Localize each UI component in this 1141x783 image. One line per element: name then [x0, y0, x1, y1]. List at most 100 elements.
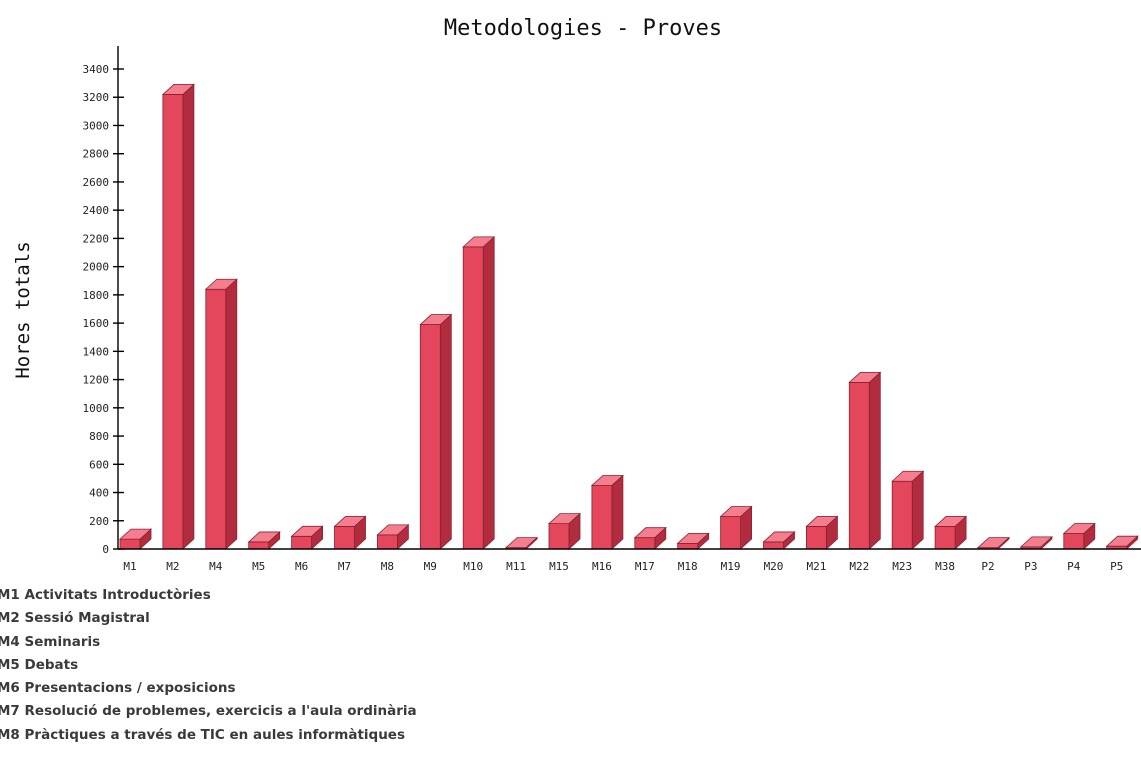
x-tick-label: P2: [981, 560, 994, 573]
y-tick-label: 200: [89, 515, 109, 528]
y-tick-label: 2600: [83, 176, 110, 189]
bar-side-face: [482, 235, 495, 550]
bar-front-face: [806, 526, 827, 550]
bar-m20: [762, 531, 796, 550]
bar-m18: [676, 532, 710, 550]
x-tick-label: M19: [721, 560, 741, 573]
x-axis: M1 M2 M4 M5 M6 M7 M8 M9 M10 M11 M15 M16 M17 M18 M19 M20…: [118, 548, 1141, 573]
bar-top-face: [1019, 536, 1053, 548]
bar-m1: [118, 528, 153, 550]
legend-item: M6 Presentacions / exposicions: [0, 680, 236, 697]
bar-top-face: [376, 524, 410, 536]
bar-front-face: [548, 523, 570, 550]
x-tick-label: M5: [252, 560, 265, 573]
x-tick-label: M4: [209, 560, 223, 573]
bar-m8: [376, 523, 410, 550]
bar-top-face: [290, 525, 324, 537]
x-tick-label: M18: [678, 560, 698, 573]
x-tick-label: P3: [1024, 560, 1037, 573]
y-tick-label: 3000: [83, 119, 110, 132]
y-tick-label: 1200: [83, 374, 110, 387]
y-tick-label: 1800: [83, 289, 110, 302]
x-tick-label: M1: [123, 560, 136, 573]
bar-top-face: [547, 513, 582, 524]
bar-m2: [161, 83, 195, 550]
bar-m16: [590, 474, 624, 550]
bar-m17: [633, 526, 667, 550]
bar-top-face: [247, 531, 281, 543]
y-tick-label: 2800: [83, 148, 110, 161]
bar-m10: [462, 235, 496, 550]
legend-item: M7 Resolució de problemes, exercicis a l…: [0, 703, 417, 720]
bar-side-face: [868, 371, 881, 550]
bar-m23: [891, 470, 925, 550]
bar-front-face: [334, 526, 355, 550]
bar-p3: [1019, 535, 1053, 550]
x-tick-label: M23: [892, 560, 912, 573]
y-tick-label: 1400: [83, 345, 110, 358]
bar-m9: [419, 313, 453, 550]
y-tick-label: 0: [102, 543, 109, 556]
x-tick-label: M9: [424, 560, 437, 573]
bar-top-face: [1062, 523, 1096, 534]
bar-top-face: [805, 516, 839, 527]
bar-top-face: [462, 236, 496, 248]
y-tick-label: 3400: [83, 63, 110, 76]
bar-top-face: [848, 372, 882, 383]
bar-front-face: [376, 534, 398, 550]
bar-top-face: [633, 527, 667, 539]
x-tick-label: M38: [935, 560, 955, 573]
y-tick-label: 600: [89, 458, 109, 471]
bar-front-face: [205, 288, 227, 550]
bar-m15: [547, 512, 582, 550]
bar-top-face: [333, 516, 367, 527]
bar-top-face: [590, 475, 624, 486]
bar-top-face: [934, 516, 968, 527]
bar-m4: [204, 278, 238, 550]
bar-m19: [719, 505, 753, 550]
bar-top-face: [118, 528, 153, 540]
legend-item: M1 Activitats Introductòries: [0, 587, 211, 603]
x-tick-label: P4: [1067, 560, 1081, 573]
y-tick-label: 400: [89, 487, 109, 500]
bar-front-face: [419, 324, 441, 550]
x-tick-label: M21: [806, 560, 826, 573]
x-tick-label: M2: [166, 560, 179, 573]
y-tick-label: 2000: [83, 261, 110, 274]
y-tick-label: 1600: [83, 317, 110, 330]
bar-side-face: [911, 470, 924, 550]
bar-side-face: [225, 278, 238, 550]
bar-top-face: [419, 314, 453, 325]
bar-side-face: [439, 313, 452, 550]
bar-top-face: [676, 532, 710, 544]
bar-front-face: [891, 480, 913, 550]
bar-top-face: [1105, 535, 1139, 547]
bar-m7: [333, 515, 367, 550]
bar-side-face: [611, 474, 624, 550]
bar-p2: [976, 536, 1011, 550]
x-tick-label: M10: [463, 560, 483, 573]
bar-m5: [247, 531, 281, 550]
y-tick-label: 2400: [83, 204, 110, 217]
x-tick-label: M8: [381, 560, 394, 573]
bar-m6: [290, 525, 324, 550]
x-tick-label: M11: [506, 560, 526, 573]
bar-front-face: [677, 542, 699, 550]
bar-p4: [1062, 522, 1096, 550]
bar-front-face: [763, 541, 784, 550]
y-tick-label: 3200: [83, 91, 110, 104]
bar-front-face: [634, 537, 656, 550]
bar-top-face: [161, 84, 195, 95]
bar-front-face: [119, 538, 141, 550]
bar-front-face: [1063, 533, 1085, 550]
y-tick-label: 800: [89, 430, 109, 443]
x-tick-label: M17: [635, 560, 655, 573]
bar-top-face: [762, 531, 796, 543]
bar-m11: [505, 536, 539, 550]
chart-title: Metodologies - Proves: [444, 16, 722, 41]
y-axis: 0 200 400 600 800 1000 1200 1400 1600 1800 2000 220…: [83, 46, 124, 556]
bar-chart: Metodologies - Proves Hores totals 0 200 4…: [12, 16, 1141, 573]
bar-front-face: [291, 535, 313, 550]
bar-top-face: [505, 537, 539, 548]
x-tick-label: M6: [295, 560, 308, 573]
